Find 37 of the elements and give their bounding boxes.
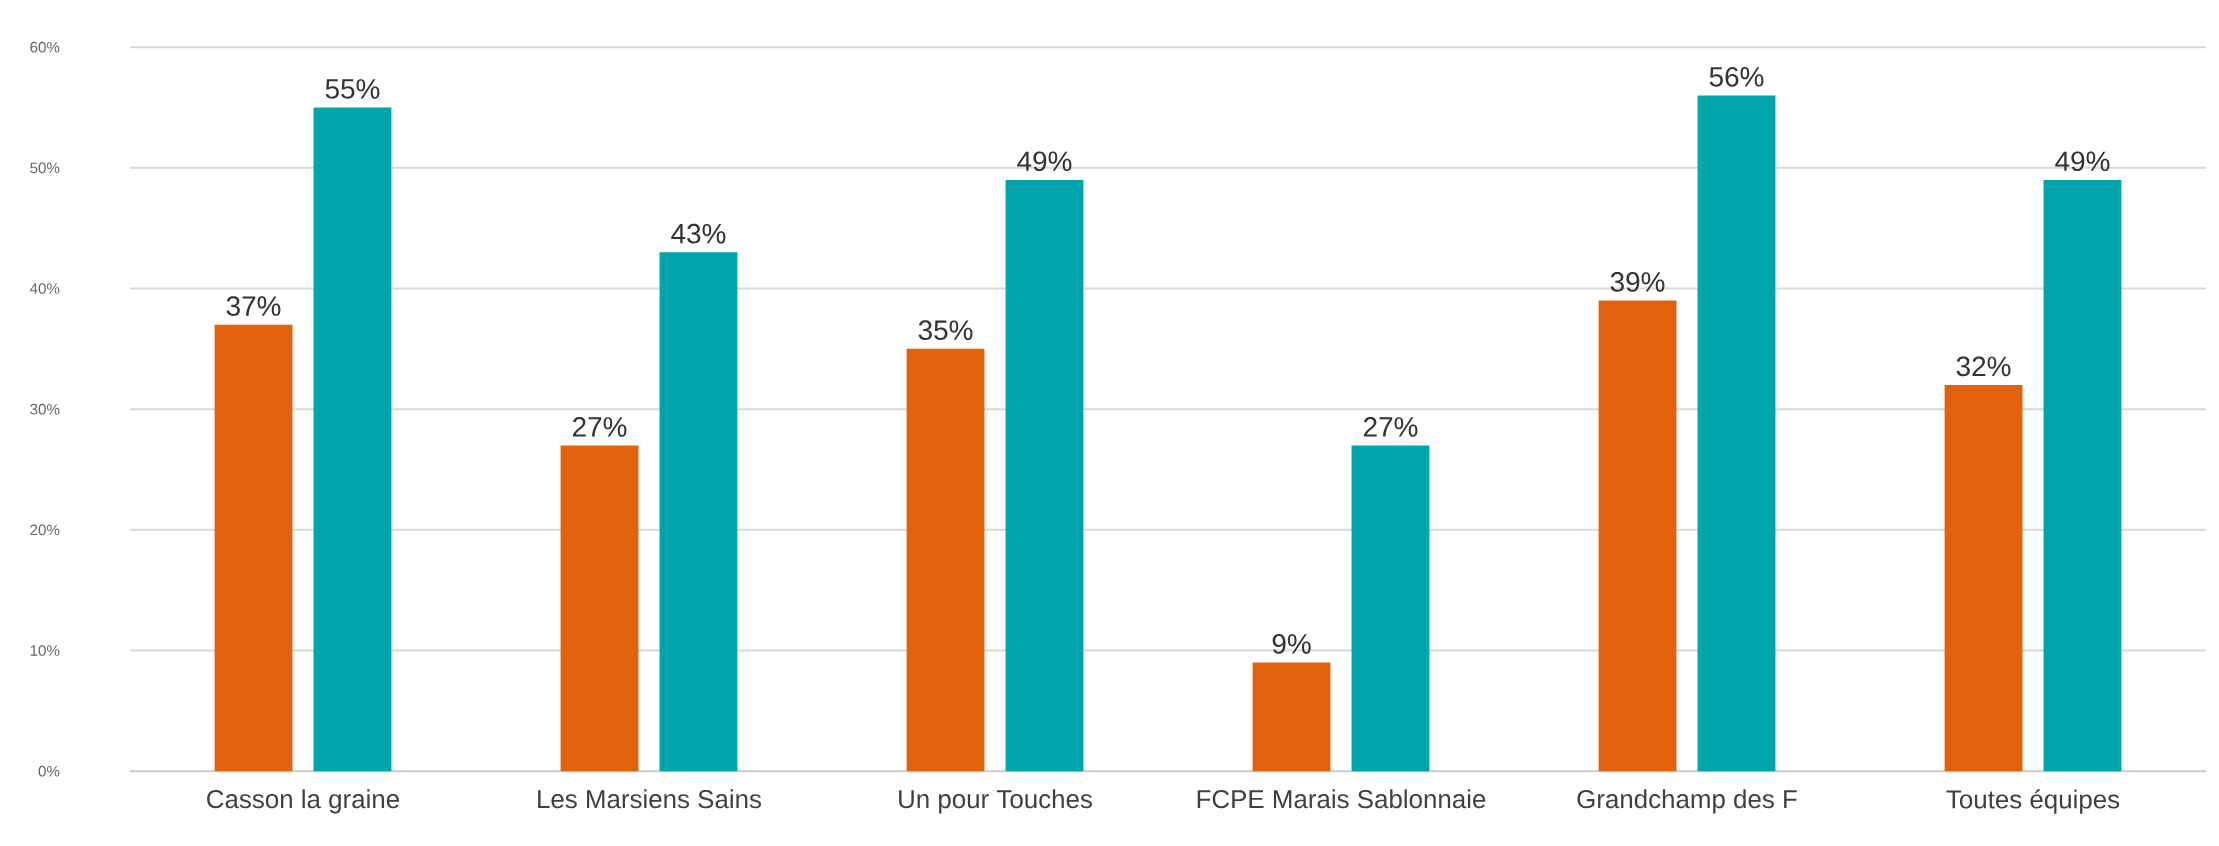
y-tick-label: 20%	[30, 524, 60, 536]
bar	[1252, 662, 1331, 772]
data-label: 27%	[572, 417, 627, 437]
bar	[906, 348, 985, 772]
x-tick-label: Grandchamp des F	[1577, 789, 1797, 814]
bar	[1944, 385, 2023, 772]
bar	[1697, 95, 1776, 772]
x-tick-label: Toutes équipes	[1946, 789, 2120, 814]
bar	[1598, 300, 1677, 772]
bar	[1351, 445, 1430, 772]
y-tick-label: 0%	[38, 765, 60, 777]
data-label: 27%	[1363, 417, 1418, 437]
data-label: 32%	[1956, 356, 2011, 377]
data-label: 43%	[671, 223, 726, 244]
y-tick-label: 30%	[30, 403, 60, 415]
data-label: 56%	[1709, 66, 1764, 87]
x-tick-label: Casson la graine	[207, 789, 399, 814]
bar	[560, 445, 639, 772]
y-tick-label: 60%	[30, 41, 60, 53]
data-label: 35%	[918, 320, 973, 341]
y-tick-label: 10%	[30, 645, 60, 656]
bar	[2043, 179, 2122, 772]
data-label: 9%	[1272, 634, 1311, 654]
data-label: 39%	[1610, 272, 1665, 292]
x-tick-label: FCPE Marais Sablonnaie	[1197, 789, 1486, 809]
bar	[313, 107, 392, 772]
bar	[659, 252, 738, 772]
bar	[214, 324, 293, 772]
data-label: 55%	[325, 79, 380, 99]
y-tick-label: 40%	[29, 283, 60, 294]
x-tick-label: Un pour Touches	[899, 789, 1092, 814]
x-tick-label: Les Marsiens Sains	[538, 789, 762, 809]
data-label: 49%	[1017, 151, 1072, 172]
data-label: 49%	[2055, 151, 2110, 172]
bar	[1005, 179, 1084, 772]
y-tick-label: 50%	[30, 162, 60, 174]
data-label: 37%	[226, 296, 281, 316]
